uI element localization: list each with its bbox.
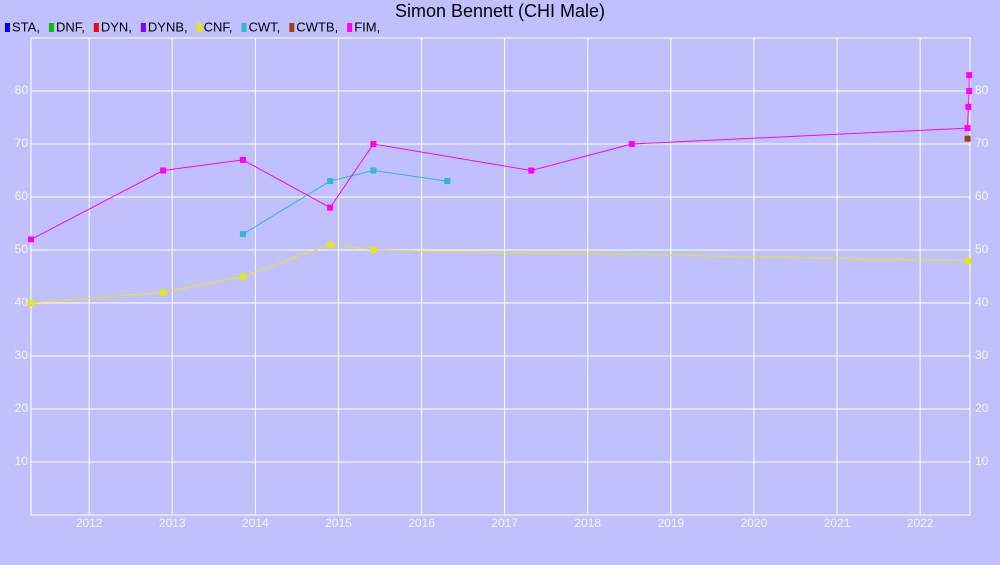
plot-area xyxy=(30,37,971,516)
legend-swatch xyxy=(5,23,10,32)
data-point xyxy=(327,204,334,211)
y2-tick-label: 40 xyxy=(975,295,989,309)
x-tick-label: 2019 xyxy=(657,516,684,530)
legend-label: CNF, xyxy=(204,19,233,34)
series-line xyxy=(30,244,969,304)
legend-swatch xyxy=(289,23,295,32)
x-tick-label: 2020 xyxy=(741,516,768,530)
y2-tick-label: 30 xyxy=(975,348,989,362)
x-tick-label: 2016 xyxy=(408,516,435,530)
y2-tick-label: 20 xyxy=(975,401,989,415)
data-point xyxy=(160,289,167,296)
legend-label: STA, xyxy=(12,19,40,34)
legend-label: DNF, xyxy=(56,19,85,34)
data-point xyxy=(370,167,377,174)
data-point xyxy=(239,273,246,280)
data-point xyxy=(28,236,34,243)
data-point xyxy=(239,231,246,238)
data-point xyxy=(327,241,334,248)
data-point xyxy=(370,141,377,147)
x-tick-label: 2017 xyxy=(491,516,518,530)
x-tick-label: 2018 xyxy=(574,516,601,530)
y2-tick-label: 70 xyxy=(975,136,989,150)
legend-label: CWTB, xyxy=(296,19,338,34)
y-tick-label: 10 xyxy=(15,454,29,468)
legend-swatch xyxy=(241,23,247,32)
x-tick-label: 2021 xyxy=(824,516,851,530)
y-tick-label: 50 xyxy=(15,242,29,256)
x-tick-label: 2012 xyxy=(76,516,103,530)
legend-label: DYNB, xyxy=(148,19,188,34)
y2-tick-label: 50 xyxy=(975,242,989,256)
chart-title: Simon Bennett (CHI Male) xyxy=(395,1,605,21)
legend-label: FIM, xyxy=(354,19,380,34)
legend-swatch xyxy=(347,23,353,32)
y2-tick-label: 60 xyxy=(975,189,989,203)
y-tick-label: 20 xyxy=(15,401,29,415)
data-point xyxy=(965,257,972,264)
legend-swatch xyxy=(48,23,54,32)
x-tick-label: 2022 xyxy=(907,516,934,530)
legend-swatch xyxy=(93,23,99,32)
data-point xyxy=(528,167,535,174)
data-point xyxy=(628,141,635,147)
legend-swatch xyxy=(140,23,146,32)
y-tick-label: 30 xyxy=(15,348,29,362)
legend-label: DYN, xyxy=(101,19,132,34)
y-tick-label: 60 xyxy=(15,189,29,203)
data-point xyxy=(966,72,973,79)
data-point xyxy=(28,300,34,306)
y2-tick-label: 10 xyxy=(975,454,989,468)
legend-swatch xyxy=(196,23,202,32)
data-point xyxy=(965,103,972,110)
y-tick-label: 70 xyxy=(15,136,29,150)
data-point xyxy=(444,178,451,185)
x-tick-label: 2015 xyxy=(325,516,352,530)
x-tick-label: 2014 xyxy=(242,516,269,530)
x-tick-label: 2013 xyxy=(159,516,186,530)
data-point xyxy=(160,167,167,174)
data-point xyxy=(964,135,971,142)
legend-label: CWT, xyxy=(249,19,281,34)
data-point xyxy=(239,156,246,163)
y-tick-label: 80 xyxy=(15,83,29,97)
data-point xyxy=(966,88,973,94)
y2-tick-label: 80 xyxy=(975,83,989,97)
data-point xyxy=(964,125,971,132)
data-point xyxy=(327,178,334,185)
y-tick-label: 40 xyxy=(15,295,29,309)
data-point xyxy=(370,247,377,253)
